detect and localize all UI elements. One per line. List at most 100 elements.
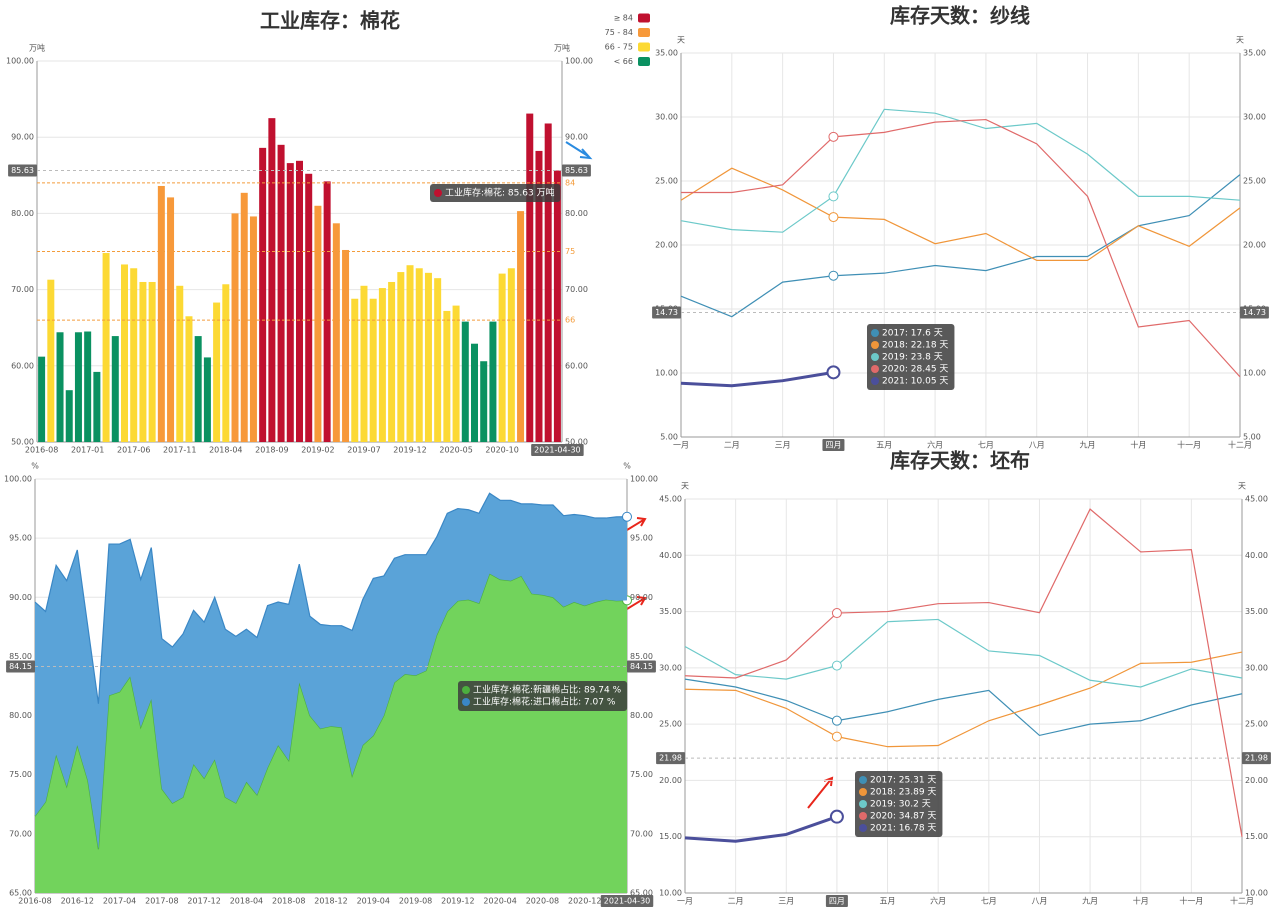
y-unit: 万吨 — [29, 43, 45, 53]
y-tick-label: 20.00 — [659, 776, 682, 785]
x-tick-label: 七月 — [978, 441, 994, 450]
highlight-point — [831, 715, 842, 726]
y-unit: 天 — [677, 36, 685, 45]
series-line — [680, 370, 834, 388]
tooltip-dot — [871, 341, 879, 349]
x-tick-label: 四月 — [825, 441, 841, 450]
x-tick-label: 2017-01 — [71, 446, 104, 455]
x-tick-label: 2017-04 — [103, 897, 136, 906]
legend-label: ≥ 84 — [614, 14, 633, 23]
bar — [121, 264, 128, 442]
y-tick-label: 95.00 — [630, 534, 653, 543]
arrow — [626, 596, 647, 610]
mark-line-label: 84 — [565, 178, 575, 187]
tooltip: 工业库存:棉花: 85.63 万吨 — [430, 184, 561, 202]
bar — [443, 310, 451, 442]
bar — [544, 123, 552, 442]
tooltip-text: 2017: 17.6 天 — [882, 329, 943, 339]
y-tick-label: 100.00 — [4, 475, 32, 484]
y-tick-label: 100.00 — [6, 57, 34, 66]
bar — [535, 150, 543, 442]
y-tick-label: 80.00 — [11, 209, 34, 218]
x-tick-label: 2019-07 — [347, 446, 380, 455]
y-tick-label: 15.00 — [1245, 832, 1268, 841]
axis-pointer-label: 14.73 — [655, 308, 678, 317]
bar — [332, 223, 340, 442]
tooltip-dot — [871, 377, 879, 385]
x-tick-label: 十月 — [1130, 440, 1146, 450]
bar — [268, 118, 276, 443]
x-tick-label: 六月 — [927, 440, 943, 450]
y-tick-label: 95.00 — [9, 534, 32, 543]
x-tick-label: 2018-09 — [255, 446, 288, 455]
bar — [93, 371, 101, 442]
bar — [397, 272, 405, 442]
x-tick-label: 六月 — [930, 896, 946, 906]
highlight-point — [831, 660, 842, 671]
y-tick-label: 75.00 — [630, 770, 653, 779]
label-background — [531, 444, 584, 456]
x-tick-label: 五月 — [876, 441, 892, 450]
y-tick-label: 90.00 — [11, 133, 34, 142]
y-tick-label: 70.00 — [630, 829, 653, 838]
label-background — [627, 660, 656, 673]
tooltip-text: 工业库存:棉花:新疆棉占比: 89.74 % — [473, 684, 622, 696]
y-tick-label: 25.00 — [659, 720, 682, 729]
label-background — [600, 895, 654, 907]
bar — [157, 185, 165, 442]
mark-line-label: 75 — [565, 247, 575, 256]
y-tick-label: 30.00 — [1243, 113, 1266, 122]
x-tick-label: 三月 — [775, 441, 791, 450]
series-line — [681, 118, 1241, 378]
arrow — [565, 141, 593, 160]
y-tick-label: 5.00 — [1243, 433, 1261, 442]
bar — [74, 332, 82, 442]
y-tick-label: 15.00 — [659, 832, 682, 841]
x-tick-label: 二月 — [728, 897, 744, 906]
legend-swatch — [638, 57, 650, 66]
x-tick-label: 十一月 — [1177, 440, 1201, 450]
x-tick-label: 十一月 — [1179, 896, 1203, 906]
bar — [388, 281, 396, 442]
y-unit: 天 — [1236, 36, 1244, 45]
bar — [286, 163, 294, 442]
bar — [305, 173, 313, 442]
series-line — [680, 174, 1241, 318]
y-tick-label: 50.00 — [565, 438, 588, 447]
tooltip-dot — [859, 824, 867, 832]
x-tick-label: 一月 — [673, 441, 689, 450]
bar — [249, 216, 257, 442]
series-line — [684, 618, 1243, 688]
y-unit: 万吨 — [554, 43, 570, 53]
bar — [38, 356, 46, 442]
label-background — [825, 895, 848, 907]
bar — [369, 298, 377, 442]
axis-pointer-label: 85.63 — [11, 166, 34, 175]
tooltip-text: 2021: 16.78 天 — [870, 824, 936, 834]
y-tick-label: 80.00 — [565, 209, 588, 218]
bar — [65, 390, 73, 442]
label-background — [6, 660, 35, 673]
x-tick-label: 2017-12 — [187, 897, 220, 906]
y-unit: 天 — [681, 482, 689, 491]
series-line — [684, 508, 1243, 837]
x-tick-label: 十二月 — [1228, 440, 1252, 450]
bar — [526, 113, 534, 442]
y-tick-label: 100.00 — [565, 57, 593, 66]
y-tick-label: 5.00 — [660, 433, 678, 442]
y-tick-label: 20.00 — [1243, 241, 1266, 250]
bar — [259, 147, 267, 443]
y-tick-label: 20.00 — [1245, 776, 1268, 785]
bar — [406, 265, 414, 442]
series-line — [684, 815, 838, 843]
legend-swatch — [638, 42, 650, 52]
y-tick-label: 65.00 — [9, 889, 32, 898]
y-tick-label: 80.00 — [630, 711, 653, 720]
tooltip: 工业库存:棉花:新疆棉占比: 89.74 %工业库存:棉花:进口棉占比: 7.0… — [458, 681, 628, 711]
y-tick-label: 40.00 — [659, 551, 682, 560]
y-unit: % — [623, 462, 631, 471]
bar — [47, 279, 55, 442]
y-tick-label: 30.00 — [659, 663, 682, 672]
tooltip-dot — [871, 353, 879, 361]
tooltip-background — [867, 324, 955, 390]
